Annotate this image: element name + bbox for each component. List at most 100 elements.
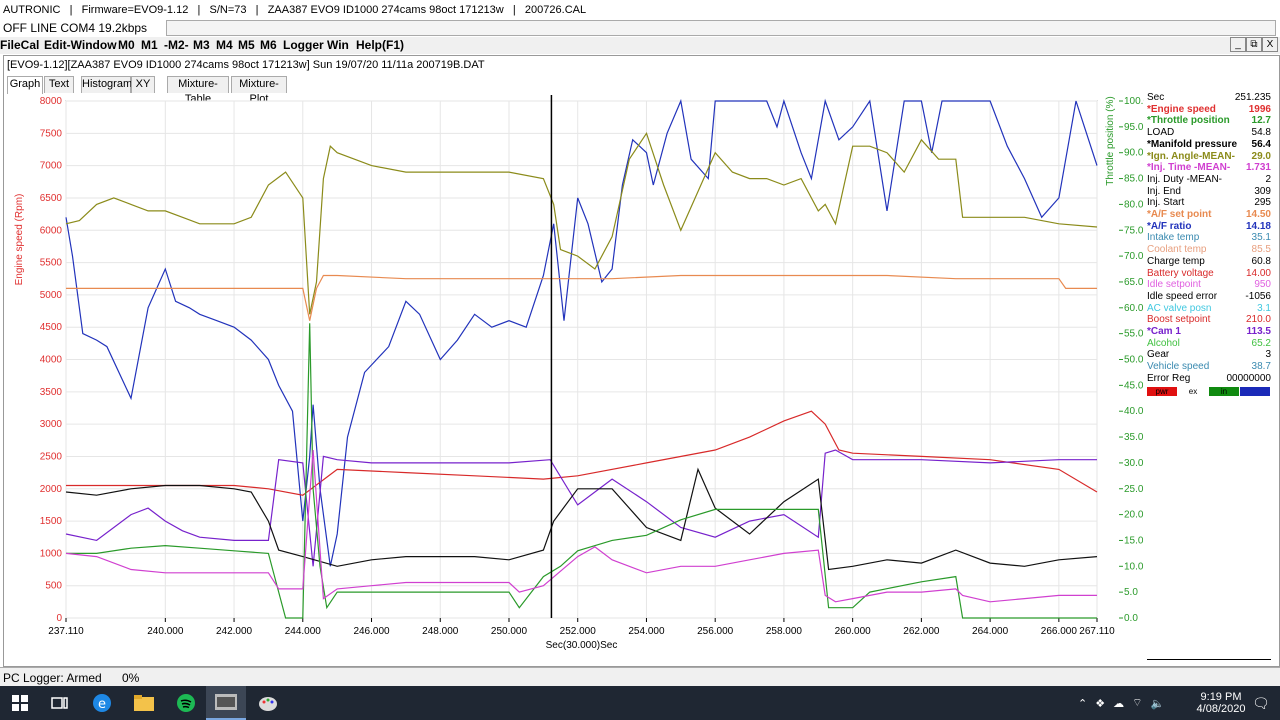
right-axis-label: Throttle position (%) [1105,96,1116,185]
channel-row[interactable]: Intake temp 35.1 [1145,232,1273,244]
x-axis-label: Sec(30.000)Sec [546,640,618,651]
channel-row[interactable]: Coolant temp 85.5 [1145,244,1273,256]
dropbox-icon[interactable]: ❖ [1095,697,1106,710]
logger-status: PC Logger: Armed [3,671,102,685]
menu-m1[interactable]: M1 [141,38,158,52]
channel-label: *Cam 1 [1147,326,1181,337]
channel-row[interactable]: *Manifold pressure 56.4 [1145,139,1273,151]
autronic-app-icon[interactable] [206,686,246,720]
channel-row[interactable]: Inj. Start 295 [1145,197,1273,209]
left-tick-label: 500 [45,581,62,592]
right-tick-label: 10.0 [1124,561,1144,572]
tray-icons[interactable]: ⌃ ❖ ☁ ⌔ 🔈 [1078,686,1172,720]
windows-icon[interactable] [0,686,40,720]
channel-row[interactable]: Alcohol 65.2 [1145,338,1273,350]
x-tick-label: 246.000 [353,626,390,637]
channel-label: Boost setpoint [1147,314,1211,326]
tab-graph[interactable]: Graph [7,76,43,94]
channel-label: *Ign. Angle-MEAN- [1147,150,1235,162]
menu-win[interactable]: Win [327,38,349,52]
right-tick-label: 35.0 [1124,432,1144,443]
channel-row[interactable]: Idle setpoint 950 [1145,279,1273,291]
right-tick-label: 75.0 [1124,225,1144,236]
channel-row[interactable]: Vehicle speed 38.7 [1145,361,1273,373]
channel-label: Alcohol [1147,337,1180,349]
clock-time: 9:19 PM [1200,691,1242,703]
network-icon[interactable]: ⌔ [1132,697,1143,709]
series-line [66,274,1097,321]
chevron-up-icon[interactable]: ⌃ [1078,697,1088,710]
channel-row[interactable]: *Engine speed 1996 [1145,104,1273,116]
restore-button[interactable]: ⧉ [1246,37,1262,52]
menu-m3[interactable]: M3 [193,38,210,52]
channel-row[interactable]: Battery voltage 14.00 [1145,268,1273,280]
channel-row[interactable]: Charge temp 60.8 [1145,256,1273,268]
channel-row[interactable]: *Throttle position 12.7 [1145,115,1273,127]
menu-help[interactable]: Help(F1) [356,38,404,52]
minimize-button[interactable]: _ [1230,37,1246,52]
channel-row[interactable]: AC valve posn 3.1 [1145,303,1273,315]
channel-label: Inj. Start [1147,197,1185,209]
tab-xy[interactable]: XY [131,76,155,93]
panel-scrollbar[interactable] [1147,659,1271,660]
tab-mixture-plot[interactable]: Mixture-Plot [231,76,287,105]
menu-m0[interactable]: M0 [118,38,135,52]
channel-label: *Engine speed [1147,103,1216,115]
tab-text[interactable]: Text [44,76,74,93]
task-view-icon[interactable] [40,686,80,720]
series-line [65,449,1097,603]
left-tick-label: 5000 [40,290,63,301]
right-tick-label: 85.0 [1124,174,1144,185]
right-tick-label: 100.0 [1124,96,1144,107]
menu-filecal[interactable]: FileCal [0,38,40,52]
menu-m2[interactable]: -M2- [164,38,189,52]
series-line [65,449,1097,567]
right-tick-label: 5.0 [1124,587,1138,598]
x-tick-label: 242.000 [216,626,253,637]
menu-m5[interactable]: M5 [238,38,255,52]
channel-value: 14.18 [1245,220,1271,232]
channel-label: Gear [1147,349,1170,361]
x-tick-label: 258.000 [766,626,803,637]
tab-histogram[interactable]: Histogram [81,76,132,93]
menu-edit-window[interactable]: Edit-Window [44,38,117,52]
status-indicator: pwr [1147,386,1177,396]
channel-row[interactable]: *A/F ratio 14.18 [1145,221,1273,233]
volume-icon[interactable]: 🔈 [1150,697,1165,710]
channel-row[interactable]: *Inj. Time -MEAN- 1.731 [1145,162,1273,174]
channel-value: 210.0 [1245,314,1271,326]
left-tick-label: 1500 [40,516,63,527]
channel-row[interactable]: Inj. End 309 [1145,186,1273,198]
channel-row[interactable]: *Ign. Angle-MEAN- 29.0 [1145,151,1273,163]
menu-logger[interactable]: Logger [283,38,324,52]
channel-row[interactable]: Idle speed error -1056 [1145,291,1273,303]
log-graph[interactable]: 8000750070006500600055005000450040003500… [4,93,1144,668]
left-tick-label: 1000 [40,548,63,559]
paint-icon[interactable] [248,686,288,720]
close-button[interactable]: X [1262,37,1278,52]
channel-row[interactable]: Gear 3 [1145,349,1273,361]
file-explorer-icon[interactable] [124,686,164,720]
clock[interactable]: 9:19 PM 4/08/2020 [1196,686,1246,720]
channel-value: 56.4 [1251,138,1271,150]
channel-row[interactable]: *A/F set point 14.50 [1145,209,1273,221]
channel-row[interactable]: Boost setpoint 210.0 [1145,314,1273,326]
channel-row[interactable]: Error Reg 00000000 [1145,373,1273,385]
left-tick-label: 6500 [40,193,63,204]
channel-row[interactable]: Inj. Duty -MEAN- 2 [1145,174,1273,186]
edge-icon[interactable]: e [82,686,122,720]
x-tick-label: 240.000 [147,626,184,637]
channel-row[interactable]: LOAD 54.8 [1145,127,1273,139]
channel-row[interactable]: Sec 251.235 [1145,92,1273,104]
menu-m6[interactable]: M6 [260,38,277,52]
channel-row[interactable]: *Cam 1 113.5 [1145,326,1273,338]
menu-m4[interactable]: M4 [216,38,233,52]
onedrive-icon[interactable]: ☁ [1113,697,1125,710]
right-tick-label: 45.0 [1124,380,1144,391]
tab-mixture-table[interactable]: Mixture-Table [167,76,229,105]
x-tick-label: 252.000 [560,626,597,637]
notification-icon[interactable]: 🗨 [1252,694,1270,711]
series-line [65,98,1098,567]
x-tick-label: 264.000 [972,626,1009,637]
spotify-icon[interactable] [166,686,206,720]
